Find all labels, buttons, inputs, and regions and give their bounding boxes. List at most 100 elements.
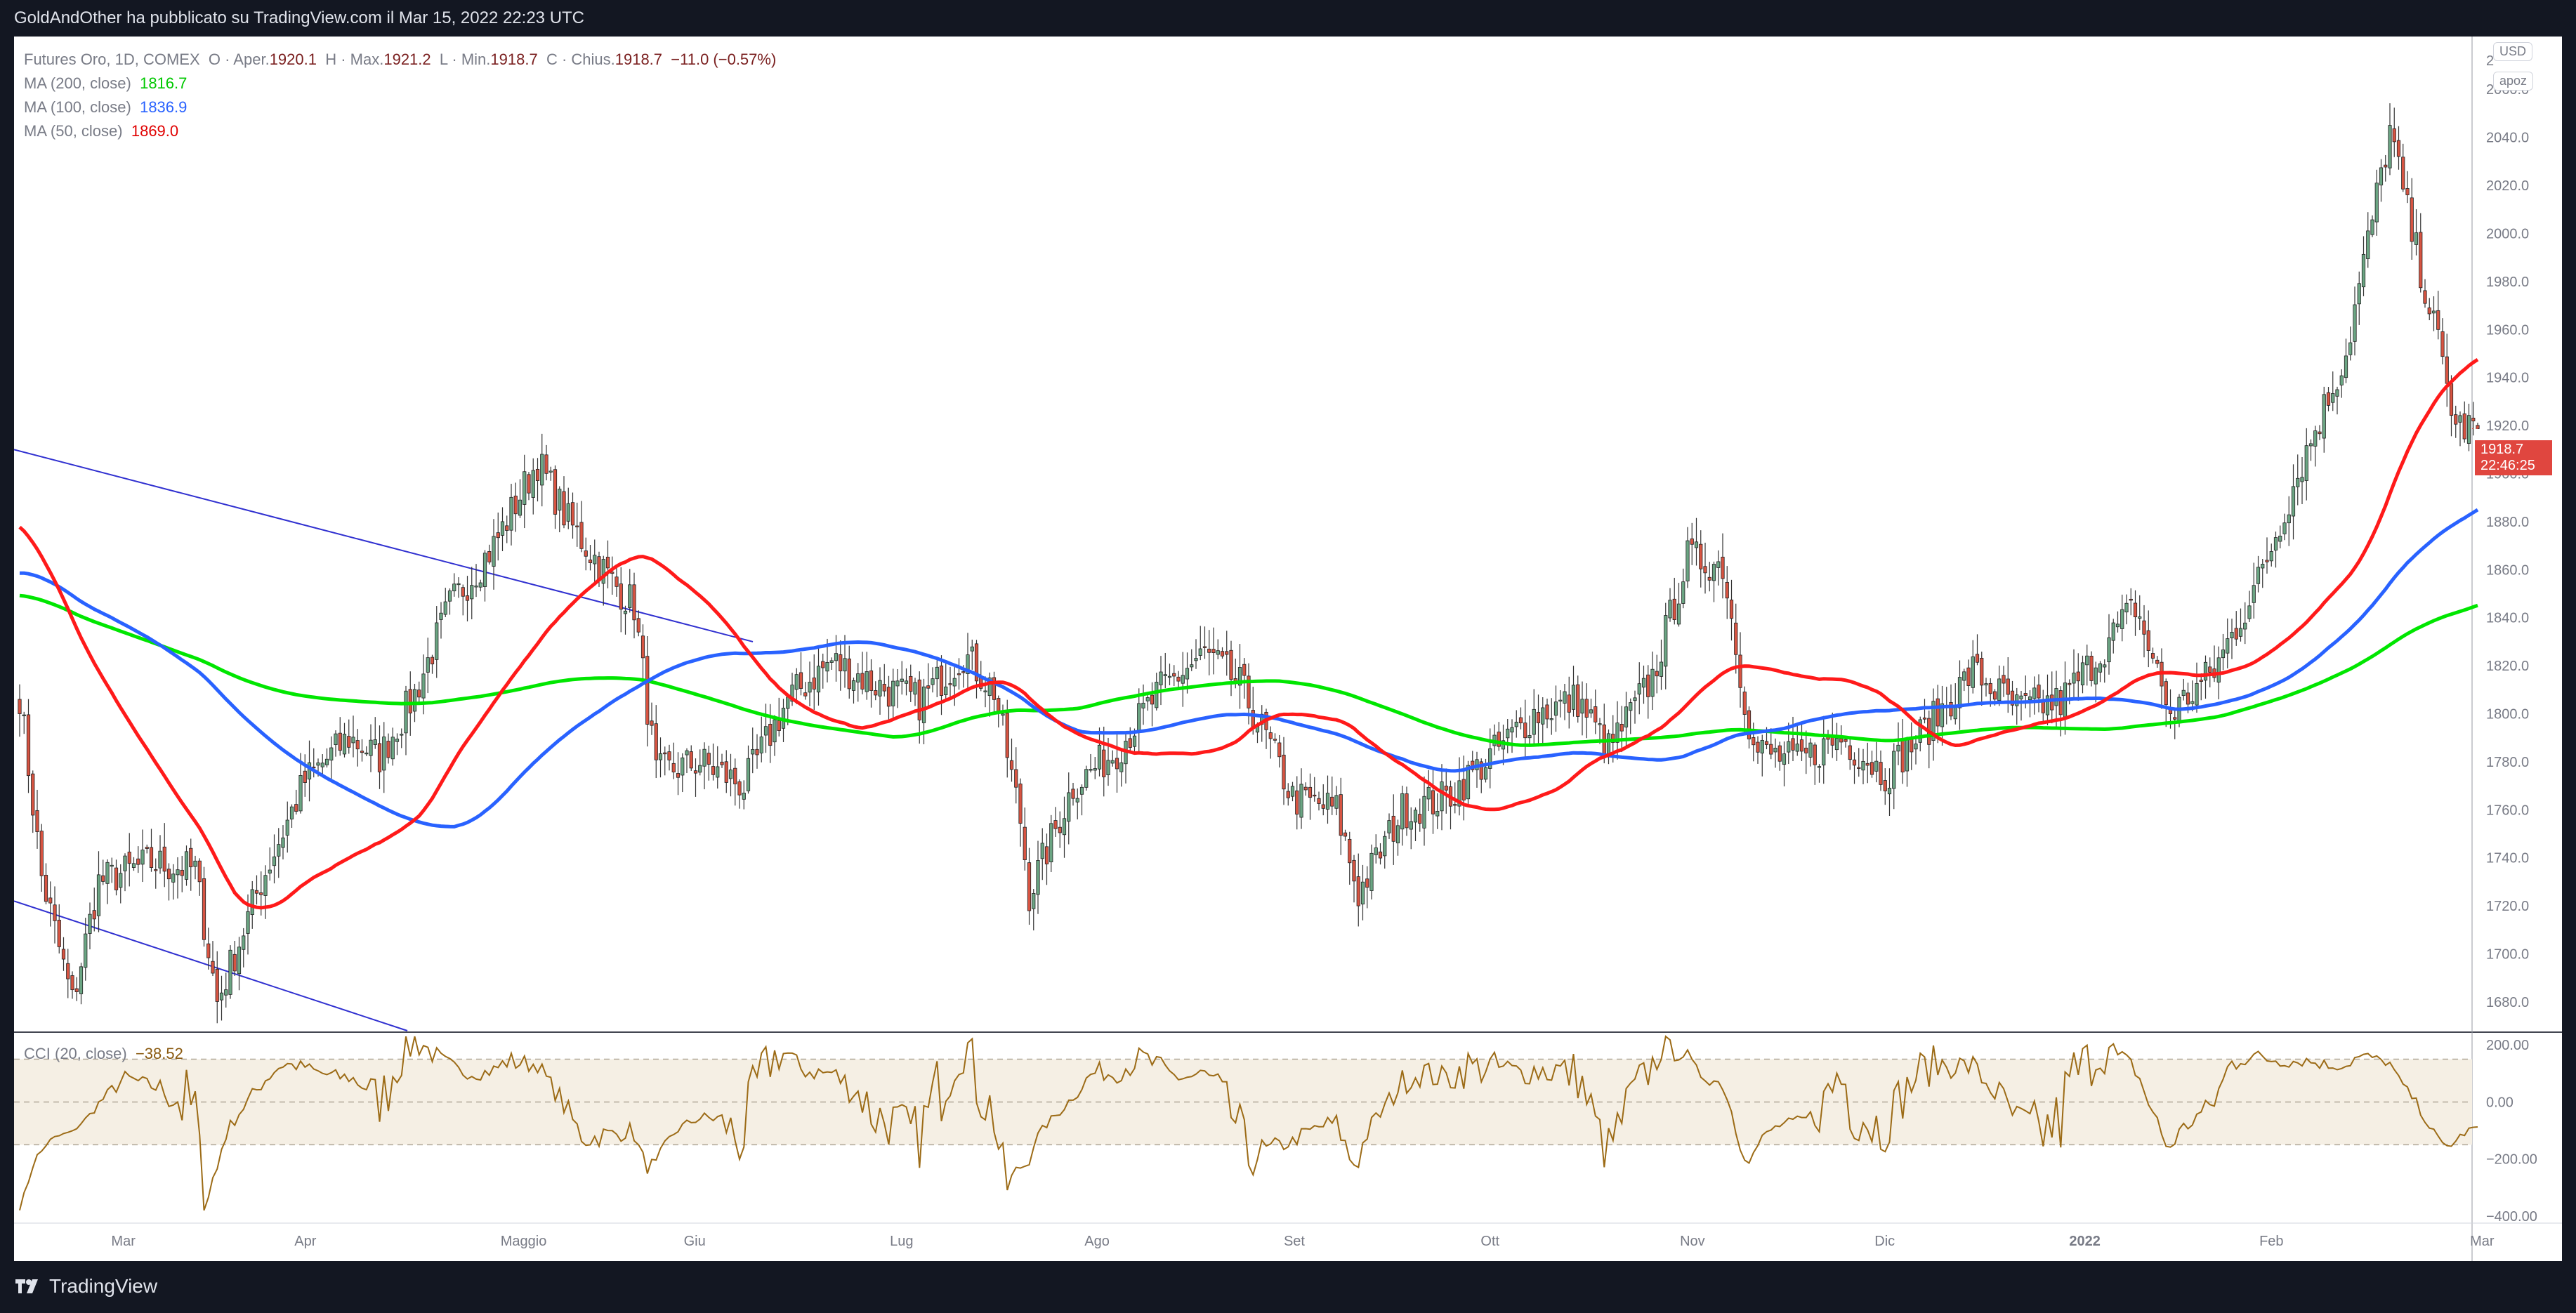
candle-body	[2120, 609, 2124, 629]
candle-body	[939, 665, 944, 696]
candle-body	[2247, 605, 2252, 619]
chart-area[interactable]: 2060.02040.02020.02000.01980.01960.01940…	[14, 37, 2562, 1261]
candle-body	[1479, 761, 1483, 780]
candle-body	[2221, 649, 2226, 659]
candle-body	[2384, 164, 2388, 168]
candle-body	[44, 874, 48, 902]
candle-body	[2199, 680, 2203, 682]
candle-body	[2335, 389, 2339, 397]
time-axis-label: Maggio	[501, 1234, 547, 1249]
candle-body	[874, 690, 878, 696]
published-text: GoldAndOther ha pubblicato su TradingVie…	[14, 8, 585, 27]
ma200-legend[interactable]: MA (200, close) 1816.7	[24, 74, 187, 93]
candle-body	[671, 763, 676, 772]
candle-body	[2322, 394, 2326, 439]
candle-body	[2282, 522, 2287, 534]
cci-tick-label: 200.00	[2486, 1038, 2529, 1053]
candle-body	[193, 860, 197, 867]
candle-body	[1378, 851, 1383, 859]
candle-body	[101, 875, 105, 882]
candle-body	[1225, 651, 1229, 655]
candle-body	[2019, 695, 2023, 699]
candle-body	[716, 766, 720, 778]
candle-body	[799, 672, 803, 689]
candle-body	[1093, 768, 1097, 771]
candle-body	[2440, 331, 2445, 357]
candle-body	[628, 584, 632, 608]
price-tick-label: 1960.0	[2486, 322, 2529, 338]
price-chart[interactable]: 2060.02040.02020.02000.01980.01960.01940…	[14, 37, 2562, 1261]
candle-body	[2164, 681, 2168, 706]
candle-body	[2023, 693, 2028, 696]
candle-body	[2028, 696, 2032, 701]
candle-body	[1523, 723, 1527, 739]
candle-body	[645, 656, 650, 725]
candle-body	[149, 847, 154, 868]
candle-body	[1861, 760, 1865, 771]
candle-body	[131, 863, 136, 868]
candle-body	[2068, 682, 2072, 685]
candle-body	[2366, 230, 2370, 259]
candle-body	[2089, 656, 2094, 681]
candle-body	[1541, 707, 1545, 725]
candle-body	[2133, 602, 2138, 618]
candle-body	[1992, 691, 1997, 700]
candle-body	[1435, 811, 1440, 817]
ma50-legend[interactable]: MA (50, close) 1869.0	[24, 122, 178, 140]
candle-body	[1598, 723, 1602, 725]
candle-body	[1883, 780, 1887, 791]
candle-body	[860, 673, 865, 690]
ma100-legend[interactable]: MA (100, close) 1836.9	[24, 98, 187, 117]
candle-body	[1172, 673, 1176, 677]
currency-button[interactable]: USD	[2493, 42, 2533, 61]
candle-body	[1553, 701, 1558, 716]
candle-body	[1988, 682, 1992, 694]
candle-body	[566, 503, 570, 522]
candle-body	[180, 869, 184, 876]
ma100-label: MA (100, close)	[24, 98, 131, 116]
candle-body	[2015, 694, 2019, 706]
candle-body	[689, 751, 693, 769]
candle-body	[1922, 718, 1927, 720]
candle-body	[1672, 598, 1676, 621]
candle-body	[900, 678, 904, 682]
candle-body	[324, 758, 329, 765]
candle-body	[1352, 859, 1356, 882]
candle-body	[105, 862, 110, 884]
candle-body	[2261, 564, 2265, 569]
candle-body	[154, 869, 158, 871]
candle-body	[2006, 678, 2010, 695]
price-tick-label: 1980.0	[2486, 275, 2529, 290]
candle-body	[1466, 765, 1471, 800]
candle-body	[944, 686, 948, 696]
auto-scale-button[interactable]: apoz	[2493, 72, 2534, 91]
cci-legend[interactable]: CCI (20, close) −38.52	[24, 1045, 183, 1063]
candle-body	[79, 966, 84, 994]
candle-body	[2466, 415, 2471, 444]
candle-body	[808, 682, 812, 693]
candle-body	[895, 680, 900, 687]
candle-body	[1383, 836, 1387, 857]
candle-body	[913, 682, 917, 695]
candle-body	[1914, 744, 1918, 750]
candle-body	[1418, 814, 1422, 824]
candle-body	[1461, 779, 1466, 800]
current-price-tag: 1918.7 22:46:25	[2475, 440, 2552, 475]
candle-body	[2195, 682, 2199, 706]
candle-body	[1563, 691, 1567, 704]
candle-body	[2445, 356, 2449, 384]
tradingview-logo[interactable]: TradingView	[14, 1275, 157, 1298]
candle-body	[1277, 742, 1282, 758]
candle-body	[114, 867, 119, 890]
candle-body	[917, 679, 921, 720]
candle-body	[763, 726, 768, 736]
candle-body	[1348, 838, 1352, 864]
candle-body	[2002, 675, 2006, 684]
candle-body	[2379, 167, 2384, 185]
time-axis-label: Feb	[2259, 1234, 2283, 1249]
candle-body	[768, 723, 773, 746]
candle-body	[1834, 738, 1839, 751]
candle-body	[1808, 742, 1813, 758]
time-axis-label: Ott	[1480, 1234, 1499, 1249]
symbol-name: Futures Oro, 1D, COMEX	[24, 51, 200, 68]
